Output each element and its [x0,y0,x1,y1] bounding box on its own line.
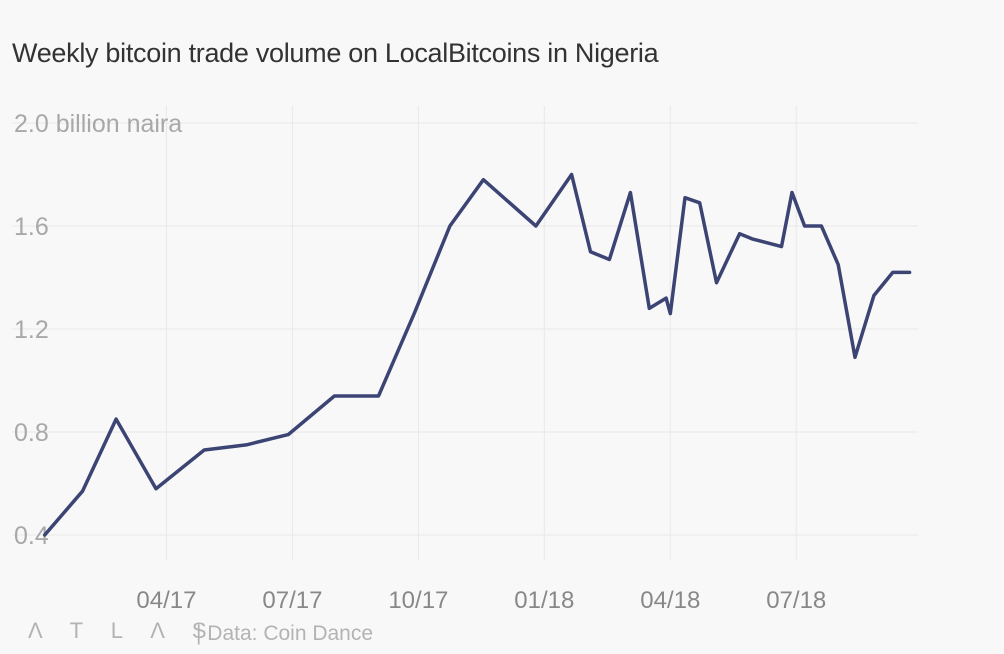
y-tick-label: 1.6 [14,213,49,241]
y-tick-label: 0.4 [14,522,49,550]
y-tick-label: 1.2 [14,316,49,344]
x-tick-label: 10/17 [388,587,448,614]
x-tick-label: 07/17 [262,587,322,614]
gridlines [12,106,918,560]
data-source: | Data: Coin Dance [196,622,374,645]
x-tick-label: 07/18 [766,587,826,614]
x-tick-label: 01/18 [514,587,574,614]
x-tick-label: 04/18 [640,587,700,614]
y-tick-label: 0.8 [14,419,49,447]
chart-title: Weekly bitcoin trade volume on LocalBitc… [12,38,659,68]
y-axis-tick-labels: 2.0 billion naira 1.6 1.2 0.8 0.4 [14,110,182,550]
series-line [42,172,912,537]
atlas-logo: Λ T L Λ S [28,618,218,643]
x-tick-label: 04/17 [136,587,196,614]
y-tick-label: 2.0 billion naira [14,110,182,138]
x-axis-tick-labels: 04/17 07/17 10/17 01/18 04/18 07/18 [136,587,826,614]
series-group [42,172,912,537]
